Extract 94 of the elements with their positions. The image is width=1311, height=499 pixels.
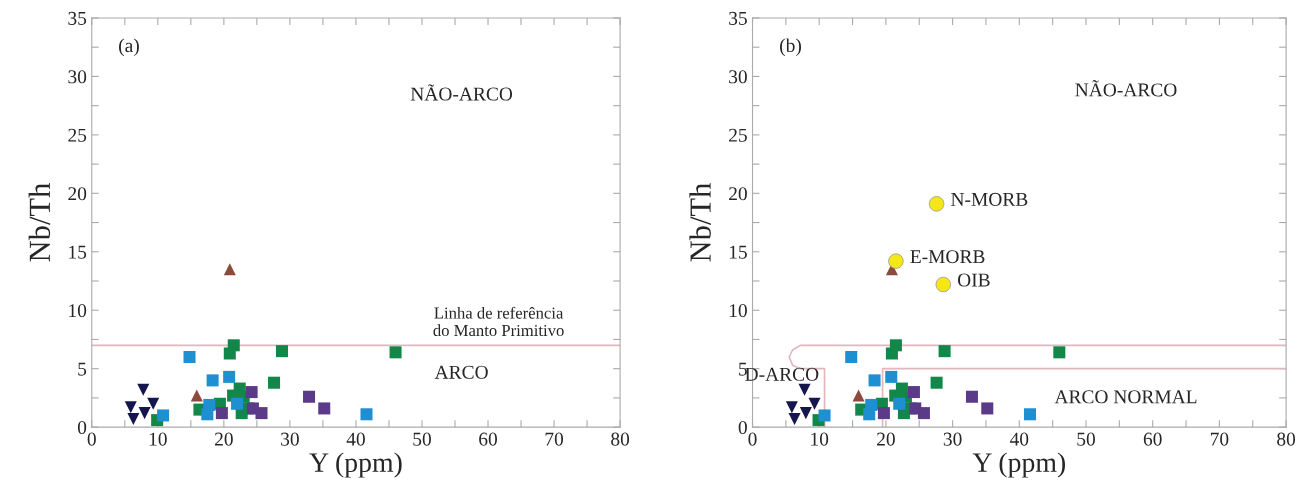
point	[318, 402, 331, 415]
x-axis-title: Y (ppm)	[309, 452, 402, 478]
x-tick-label: 70	[545, 432, 564, 446]
x-tick-label: 0	[748, 432, 757, 446]
point	[1023, 408, 1036, 421]
point	[868, 374, 881, 387]
y-tick-label: 25	[729, 128, 747, 142]
point	[808, 397, 821, 410]
y-axis-title: Nb/Th	[689, 183, 711, 262]
y-tick-label: 15	[729, 245, 747, 259]
point	[215, 407, 228, 420]
x-tick-label: 80	[1277, 432, 1296, 446]
point	[1053, 346, 1066, 359]
x-tick-label: 70	[1210, 432, 1229, 446]
point	[930, 376, 943, 389]
x-tick-label: 60	[479, 432, 497, 446]
x-tick-label: 10	[811, 432, 829, 446]
point	[245, 386, 258, 399]
annotation: NÃO-ARCO	[1075, 80, 1177, 97]
point	[863, 408, 876, 421]
point	[360, 408, 373, 421]
y-tick-label: 15	[69, 245, 87, 259]
y-axis-title: Nb/Th	[28, 183, 51, 262]
point	[877, 407, 890, 420]
y-tick-label: 5	[739, 362, 747, 376]
point	[965, 390, 978, 403]
y-tick-label: 20	[68, 187, 87, 201]
y-tick-label: 20	[729, 187, 747, 201]
point	[275, 345, 288, 358]
y-tick-label: 10	[69, 304, 87, 318]
point	[201, 408, 214, 421]
point	[852, 389, 865, 402]
y-tick-label: 30	[68, 70, 87, 84]
x-tick-label: 60	[1143, 432, 1162, 446]
point	[785, 401, 798, 414]
point	[206, 374, 219, 387]
x-tick-label: 50	[1077, 432, 1095, 446]
point	[907, 386, 920, 399]
point	[788, 412, 801, 425]
x-axis-title: Y (ppm)	[972, 452, 1066, 478]
point	[183, 350, 196, 364]
point	[127, 412, 140, 425]
point	[389, 346, 402, 359]
x-tick-label: 30	[281, 432, 299, 446]
point	[893, 397, 906, 410]
x-tick-label: 40	[1009, 432, 1029, 446]
point	[885, 347, 898, 360]
y-tick-label: 35	[68, 11, 87, 25]
annotation: ARCO NORMAL	[1054, 390, 1197, 404]
x-tick-label: 40	[346, 432, 365, 446]
annotation: ARCO	[434, 365, 488, 379]
point	[147, 397, 160, 410]
point	[303, 390, 316, 403]
x-tick-label: 80	[611, 432, 630, 446]
point	[255, 407, 268, 420]
annotation: N-MORB	[951, 192, 1028, 206]
x-tick-label: 0	[87, 432, 96, 446]
point	[917, 407, 930, 420]
point	[231, 397, 244, 410]
y-tick-label: 30	[729, 70, 747, 84]
point	[223, 370, 236, 383]
y-tick-label: 5	[78, 362, 87, 376]
point	[799, 407, 812, 420]
x-tick-label: 30	[943, 432, 962, 446]
point	[190, 389, 203, 402]
ref-line-label: Linha de referência do Manto Primitivo	[433, 306, 564, 337]
y-tick-label: 10	[729, 304, 747, 318]
x-tick-label: 20	[214, 432, 233, 446]
point	[223, 347, 236, 360]
y-tick-label: 0	[738, 420, 747, 435]
annotation: NÃO-ARCO	[410, 84, 513, 101]
annotation: E-MORB	[910, 250, 985, 264]
y-tick-label: 0	[77, 420, 87, 435]
annotation: OIB	[957, 273, 990, 287]
point	[981, 402, 994, 415]
x-tick-label: 20	[877, 432, 895, 446]
x-tick-label: 50	[413, 432, 431, 446]
text: (b)	[780, 38, 802, 57]
point	[138, 407, 151, 420]
y-tick-label: 35	[729, 11, 747, 25]
x-tick-label: 10	[149, 432, 167, 446]
annotation: D-ARCO	[745, 367, 819, 381]
point	[885, 370, 898, 383]
point	[157, 409, 170, 422]
point	[818, 409, 831, 422]
point	[124, 401, 137, 414]
point	[137, 383, 150, 396]
text: (a)	[119, 38, 139, 57]
point	[223, 263, 236, 276]
point	[268, 376, 281, 389]
y-tick-label: 25	[68, 128, 87, 142]
point	[938, 345, 951, 358]
point	[798, 383, 811, 396]
point	[845, 350, 858, 364]
